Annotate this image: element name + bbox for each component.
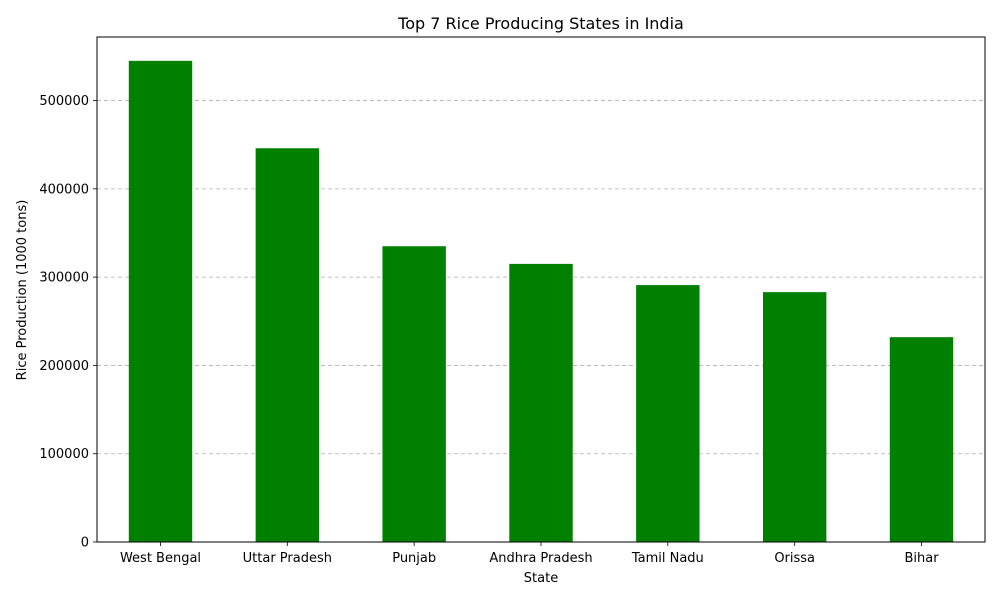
y-tick-label: 300000 bbox=[39, 271, 89, 286]
bar-uttar-pradesh bbox=[255, 148, 320, 542]
bar-tamil-nadu bbox=[636, 285, 700, 542]
bar-andhra-pradesh bbox=[509, 263, 573, 542]
x-tick-label: Bihar bbox=[904, 551, 939, 566]
x-tick-label: Orissa bbox=[774, 551, 815, 566]
bar-west-bengal bbox=[128, 60, 193, 543]
y-tick-label: 0 bbox=[81, 536, 89, 551]
chart-title: Top 7 Rice Producing States in India bbox=[397, 14, 684, 33]
bar-bihar bbox=[889, 337, 954, 542]
y-axis-label: Rice Production (1000 tons) bbox=[15, 200, 30, 381]
y-axis-ticks: 0 100000 200000 300000 400000 500000 bbox=[39, 94, 97, 551]
bars bbox=[128, 60, 954, 543]
y-tick-label: 200000 bbox=[39, 359, 89, 374]
x-tick-label: Andhra Pradesh bbox=[489, 551, 592, 566]
x-tick-label: Uttar Pradesh bbox=[243, 551, 332, 566]
x-tick-label: Punjab bbox=[392, 551, 436, 566]
y-tick-label: 100000 bbox=[39, 447, 89, 462]
y-tick-label: 500000 bbox=[39, 94, 89, 109]
x-axis-label: State bbox=[524, 571, 558, 586]
x-tick-label: West Bengal bbox=[120, 551, 201, 566]
bar-orissa bbox=[762, 292, 827, 542]
x-axis-ticks: West Bengal Uttar Pradesh Punjab Andhra Pra… bbox=[120, 542, 939, 566]
x-tick-label: Tamil Nadu bbox=[631, 551, 704, 566]
bar-punjab bbox=[382, 246, 446, 543]
y-tick-label: 400000 bbox=[39, 182, 89, 197]
